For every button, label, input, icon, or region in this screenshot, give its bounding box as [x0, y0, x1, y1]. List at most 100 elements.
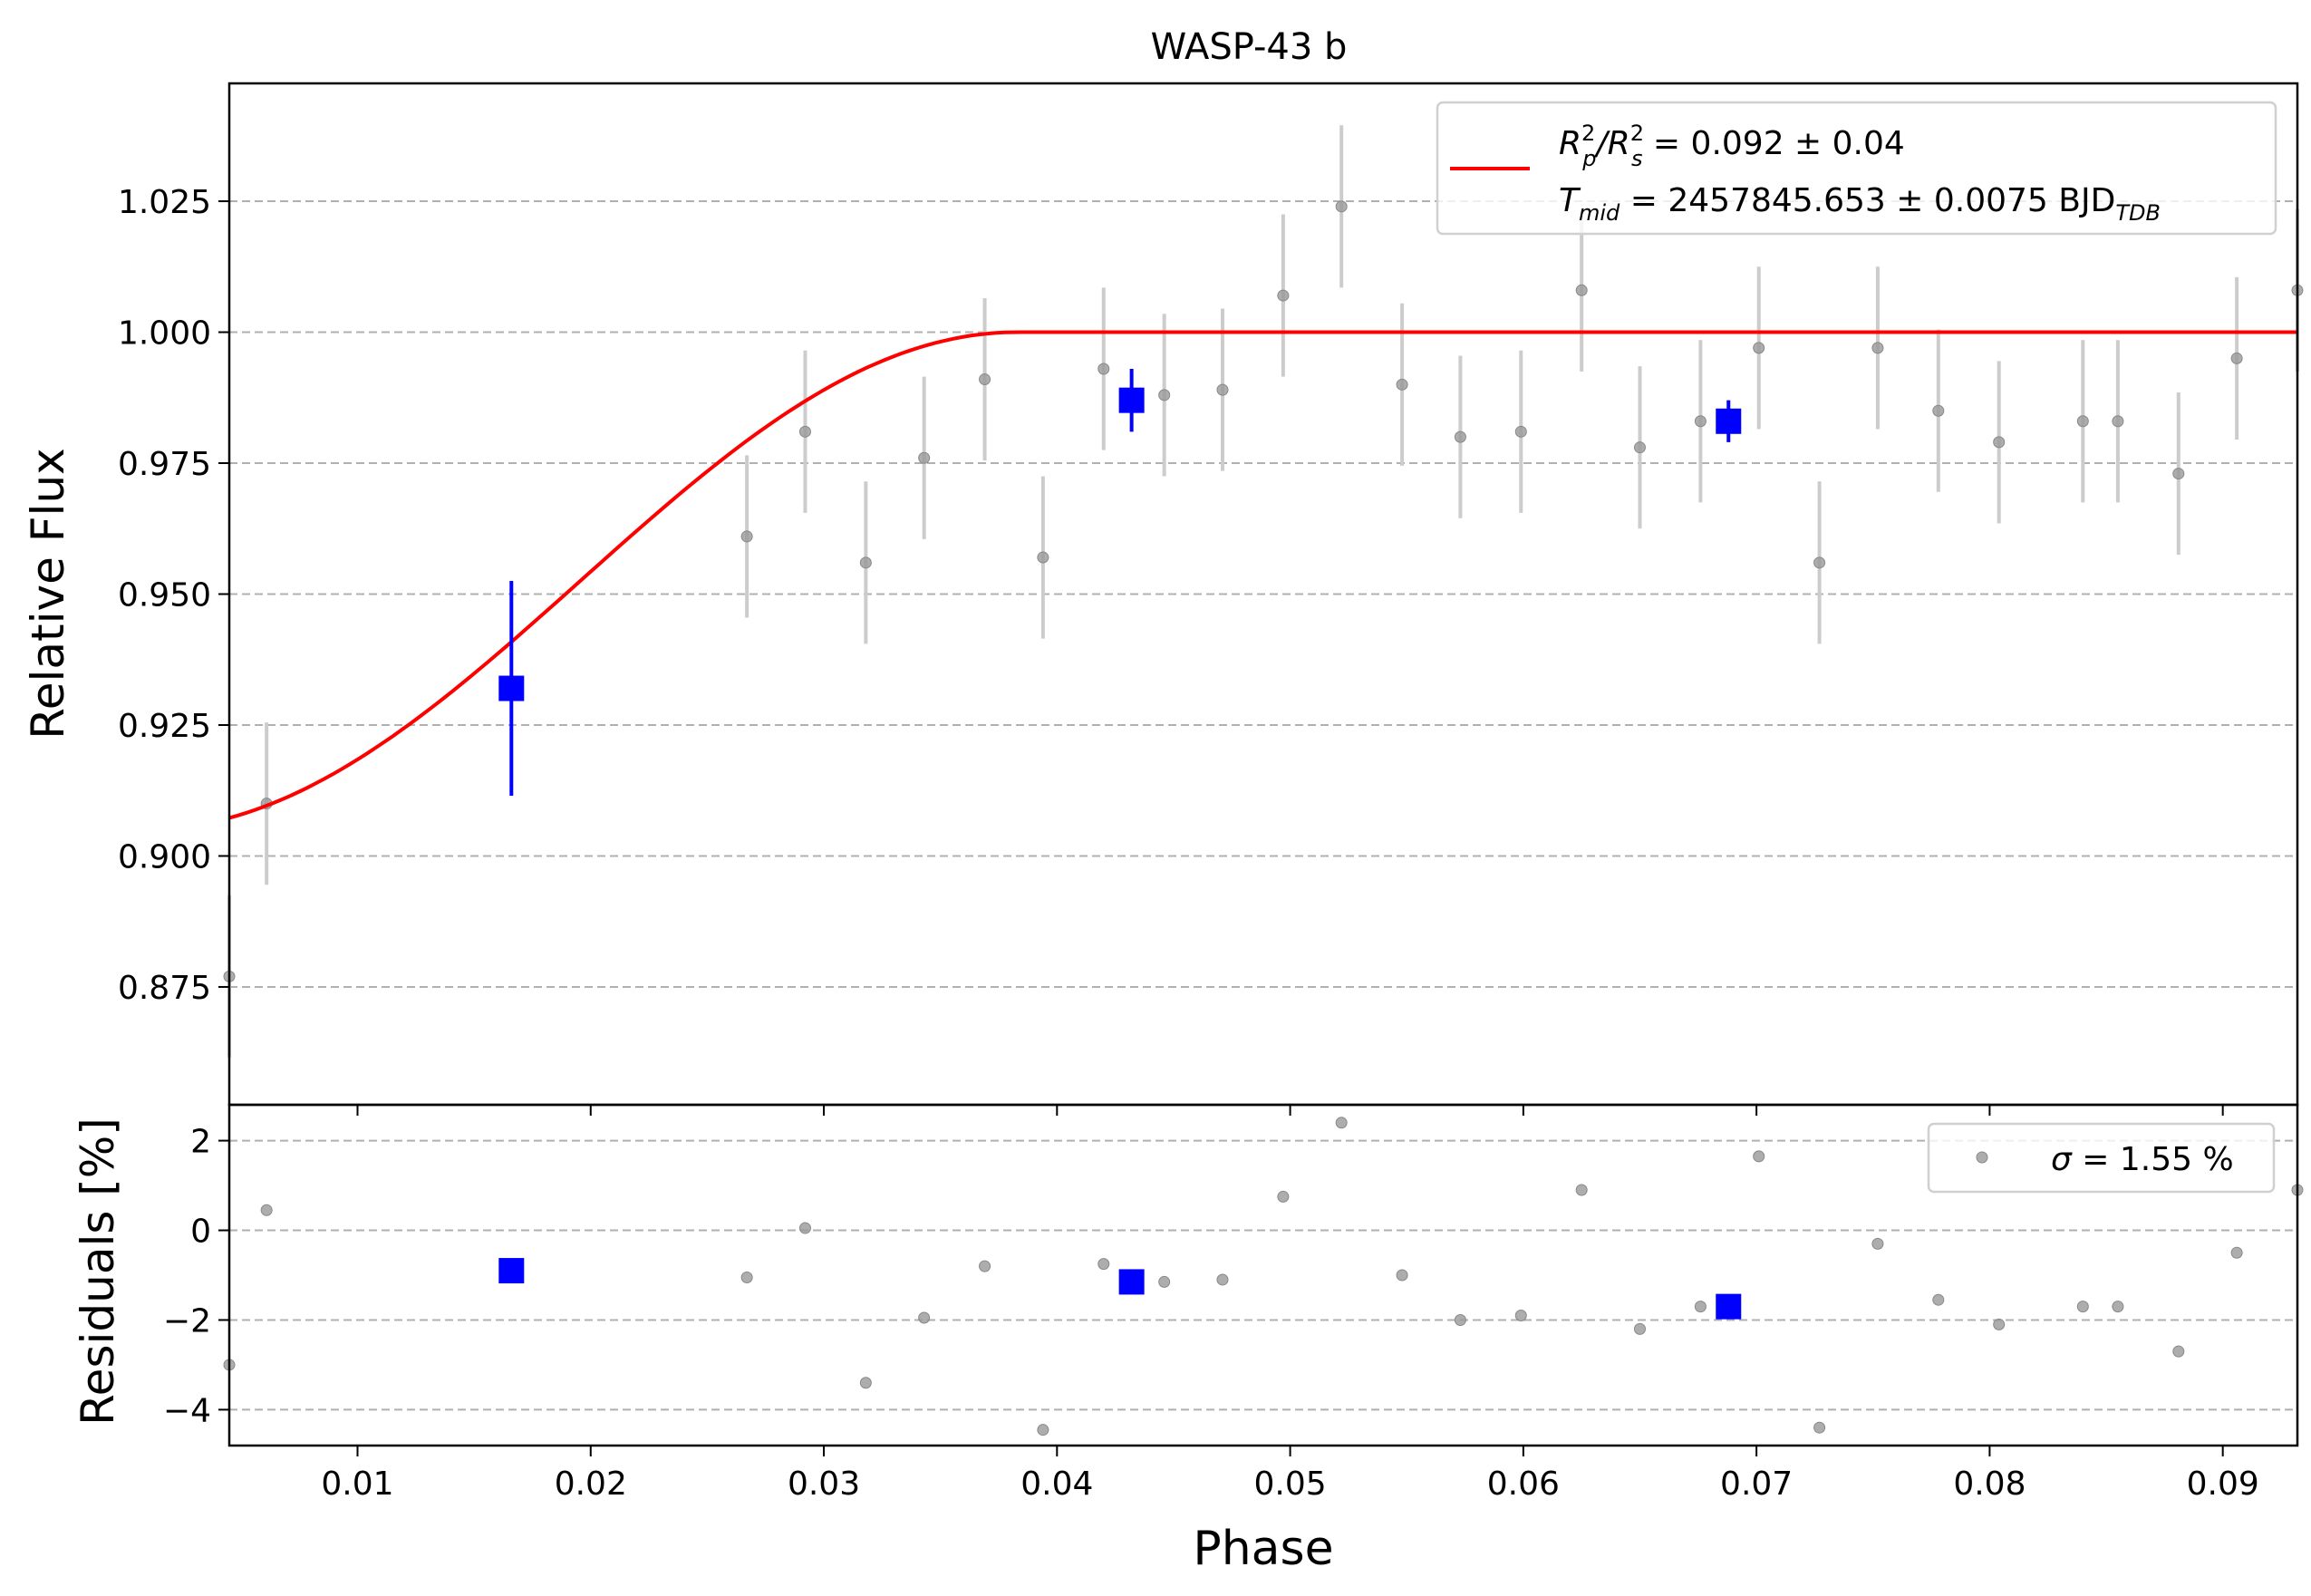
- raw-point: [2172, 468, 2185, 480]
- raw-point: [2076, 415, 2089, 428]
- residual-binned-point: [1118, 1269, 1145, 1295]
- sigma-legend-text: σ = 1.55 %: [2051, 1141, 2234, 1178]
- residual-raw-point: [1753, 1150, 1765, 1163]
- residual-raw-point: [859, 1377, 872, 1389]
- top-y-tick-label: 0.950: [118, 577, 211, 614]
- legend-mid-time: Tmid = 2457845.653 ± 0.0075 BJDTDB: [1559, 182, 2161, 226]
- residual-raw-point: [1335, 1117, 1348, 1129]
- residual-binned-point: [1716, 1293, 1742, 1320]
- raw-point: [979, 373, 991, 386]
- x-tick-label: 0.02: [555, 1465, 627, 1503]
- bottom-y-tick-label: −2: [163, 1302, 211, 1340]
- residual-raw-points: [223, 1117, 2304, 1436]
- residual-raw-point: [2230, 1246, 2243, 1259]
- raw-point: [1753, 342, 1765, 354]
- bottom-y-tick-label: 0: [190, 1214, 211, 1251]
- residual-raw-point: [1633, 1322, 1646, 1335]
- residual-raw-point: [1871, 1237, 1884, 1250]
- raw-point: [1216, 383, 1229, 396]
- raw-point: [918, 451, 931, 464]
- x-ticks: 0.01 0.02 0.03 0.04 0.05 0.06 0.07 0.08 0.09: [321, 1105, 2259, 1503]
- residual-raw-point: [1396, 1269, 1408, 1282]
- residual-raw-point: [1158, 1275, 1171, 1288]
- top-y-tick-label: 0.925: [118, 708, 211, 745]
- raw-point: [859, 556, 872, 569]
- residual-raw-point: [1813, 1421, 1826, 1434]
- binned-point: [1716, 408, 1742, 434]
- raw-point: [2112, 415, 2124, 428]
- residual-binned-point: [498, 1258, 525, 1284]
- residual-raw-point: [2076, 1301, 2089, 1313]
- x-tick-label: 0.06: [1487, 1465, 1560, 1503]
- top-y-tick-label: 0.875: [118, 970, 211, 1007]
- residual-binned-points: [498, 1258, 1742, 1320]
- raw-point: [798, 425, 811, 438]
- bottom-y-tick-label: 2: [190, 1124, 211, 1161]
- x-tick-label: 0.03: [788, 1465, 860, 1503]
- raw-point: [1694, 415, 1707, 428]
- residual-raw-point: [1993, 1318, 2006, 1330]
- top-y-tick-label: 0.975: [118, 446, 211, 483]
- residual-raw-point: [1216, 1273, 1229, 1286]
- raw-point: [1633, 441, 1646, 454]
- fit-legend: R2 p/R2 s = 0.092 ± 0.04 Tmid = 2457845.65…: [1436, 101, 2277, 236]
- x-tick-label: 0.01: [321, 1465, 393, 1503]
- top-y-tick-label: 0.900: [118, 838, 211, 875]
- bottom-axes-frame: [227, 1103, 2299, 1447]
- raw-point: [740, 530, 753, 543]
- sigma-legend-box: [1927, 1122, 2276, 1194]
- residual-raw-point: [798, 1222, 811, 1234]
- residual-raw-point: [1097, 1258, 1110, 1271]
- residuals-axis-label: Residuals [%]: [72, 1117, 124, 1426]
- bottom-y-tick-label: −4: [163, 1392, 211, 1429]
- x-tick-label: 0.04: [1020, 1465, 1093, 1503]
- x-tick-label: 0.07: [1720, 1465, 1793, 1503]
- binned-point: [498, 675, 525, 701]
- sigma-legend: σ = 1.55 %: [1927, 1122, 2276, 1194]
- x-tick-label: 0.09: [2187, 1465, 2259, 1503]
- raw-point: [1277, 289, 1290, 302]
- residual-raw-point: [1575, 1184, 1588, 1196]
- raw-point: [1396, 378, 1408, 391]
- residual-raw-point: [1932, 1293, 1945, 1306]
- model-curve: [228, 330, 2297, 820]
- raw-point: [1335, 200, 1348, 213]
- residual-raw-point: [2112, 1301, 2124, 1313]
- residual-raw-point: [1694, 1301, 1707, 1313]
- binned-point: [1118, 387, 1145, 413]
- raw-point: [1037, 551, 1049, 564]
- residuals-panel: −4−202 0.01 0.02 0.03 0.04 0.05 0.06 0.07 0.08 0…: [72, 1103, 2304, 1576]
- raw-point: [1097, 363, 1110, 375]
- bottom-gridlines: [229, 1139, 2297, 1411]
- raw-point: [1514, 425, 1527, 438]
- residual-raw-point: [1454, 1313, 1466, 1326]
- model-line: [228, 330, 2297, 820]
- binned-points: [498, 368, 1742, 797]
- x-axis-label: Phase: [1193, 1522, 1333, 1576]
- residual-raw-point: [2172, 1345, 2185, 1358]
- raw-point: [1993, 436, 2006, 449]
- residual-raw-point: [979, 1260, 991, 1272]
- top-y-tick-label: 1.025: [118, 184, 211, 221]
- residual-raw-point: [1037, 1424, 1049, 1436]
- residual-raw-point: [260, 1204, 273, 1216]
- raw-point: [1932, 404, 1945, 417]
- sigma-legend-marker: [1976, 1151, 1988, 1164]
- raw-point: [1454, 430, 1466, 443]
- y-axis-label: Relative Flux: [22, 448, 74, 739]
- light-curve-panel: 0.875 0.900 0.925 0.950 0.975 1.000 1.025 Rela…: [22, 82, 2304, 1107]
- raw-point: [1158, 389, 1171, 401]
- residual-raw-point: [740, 1271, 753, 1283]
- chart-title: WASP-43 b: [1151, 26, 1348, 68]
- bottom-y-ticks: −4 −2 0 2: [163, 1124, 229, 1429]
- raw-point: [1575, 284, 1588, 296]
- legend-box: [1436, 101, 2277, 236]
- residual-raw-point: [918, 1311, 931, 1324]
- top-y-tick-label: 1.000: [118, 315, 211, 353]
- x-tick-label: 0.05: [1254, 1465, 1327, 1503]
- legend-radius-ratio: R2 p/R2 s = 0.092 ± 0.04: [1559, 121, 1905, 171]
- residual-raw-point: [1514, 1310, 1527, 1322]
- top-y-ticks: 0.875 0.900 0.925 0.950 0.975 1.000 1.025: [118, 184, 229, 1007]
